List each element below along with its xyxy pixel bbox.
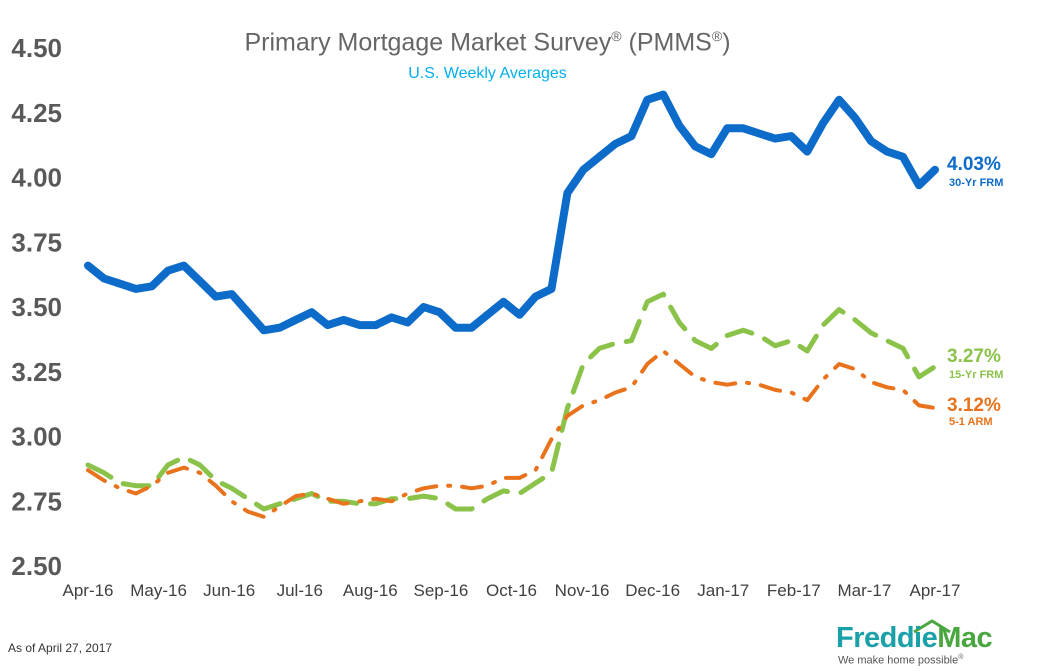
x-tick-label: Dec-16 xyxy=(625,581,680,600)
end-labels: 4.03% 30-Yr FRM 3.27% 15-Yr FRM 3.12%5-1 ARM xyxy=(947,154,1003,428)
brand-name: FreddieMac xyxy=(836,622,993,654)
x-tick-label: Nov-16 xyxy=(555,581,610,600)
series-name-label: 5-1 ARM xyxy=(949,416,993,428)
x-tick-label: Apr-17 xyxy=(909,581,960,600)
x-tick-label: Jun-16 xyxy=(203,581,255,600)
x-tick-label: Mar-17 xyxy=(837,581,891,600)
x-tick-label: Apr-16 xyxy=(62,581,113,600)
chart-subtitle: U.S. Weekly Averages xyxy=(408,65,567,82)
series-name-label: 15-Yr FRM xyxy=(949,369,1003,381)
y-tick-label: 4.25 xyxy=(11,98,62,128)
series-line-5-1-arm xyxy=(86,349,937,519)
series-line-30-yr-frm xyxy=(84,90,939,335)
y-tick-label: 4.00 xyxy=(11,163,62,193)
x-tick-label: May-16 xyxy=(130,581,187,600)
y-axis: 4.50 4.25 4.00 3.75 3.50 3.25 3.00 2.75 2.50 xyxy=(11,33,62,581)
y-tick-label: 3.75 xyxy=(11,227,62,257)
x-tick-label: Feb-17 xyxy=(767,581,821,600)
end-value-label: 3.27% xyxy=(947,346,1001,367)
end-value-label: 4.03% xyxy=(947,154,1001,175)
x-tick-label: Jul-16 xyxy=(277,581,323,600)
end-value-label: 3.12% xyxy=(947,395,1001,416)
y-tick-label: 3.50 xyxy=(11,292,62,322)
x-tick-label: Jan-17 xyxy=(697,581,749,600)
chart-title: Primary Mortgage Market Survey® (PMMS®) xyxy=(244,28,731,57)
series-name-label: 30-Yr FRM xyxy=(949,177,1003,189)
roof-icon xyxy=(913,619,951,634)
x-tick-label: Aug-16 xyxy=(343,581,398,600)
y-tick-label: 2.50 xyxy=(11,551,62,581)
y-tick-label: 4.50 xyxy=(11,33,62,63)
series-line-15-yr-frm xyxy=(85,291,938,512)
brand-tagline: We make home possible® xyxy=(838,654,964,667)
x-tick-label: Sep-16 xyxy=(414,581,469,600)
y-tick-label: 2.75 xyxy=(11,486,62,516)
x-axis: Apr-16 May-16 Jun-16 Jul-16 Aug-16 Sep-16 Oct-… xyxy=(62,581,960,600)
freddie-mac-logo: FreddieMac We make home possible® xyxy=(836,619,1006,670)
as-of-date: As of April 27, 2017 xyxy=(8,641,113,655)
x-tick-label: Oct-16 xyxy=(486,581,537,600)
y-tick-label: 3.00 xyxy=(11,422,62,452)
y-tick-label: 3.25 xyxy=(11,357,62,387)
series-layer xyxy=(84,90,939,519)
